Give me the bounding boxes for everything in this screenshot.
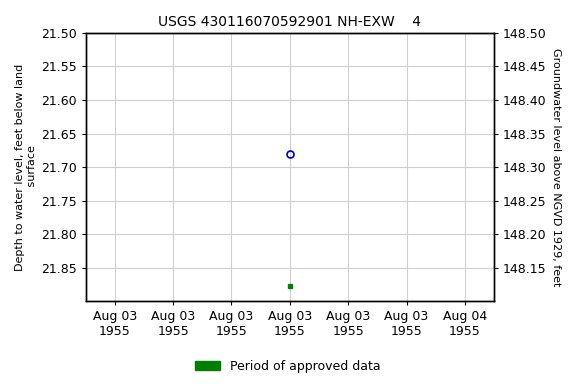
Legend: Period of approved data: Period of approved data [190,355,386,378]
Y-axis label: Depth to water level, feet below land
 surface: Depth to water level, feet below land su… [15,63,37,271]
Y-axis label: Groundwater level above NGVD 1929, feet: Groundwater level above NGVD 1929, feet [551,48,561,286]
Title: USGS 430116070592901 NH-EXW    4: USGS 430116070592901 NH-EXW 4 [158,15,421,29]
